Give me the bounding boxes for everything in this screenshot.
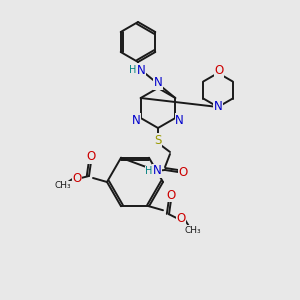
Text: CH₃: CH₃ xyxy=(185,226,201,235)
Text: N: N xyxy=(136,64,146,76)
Text: CH₃: CH₃ xyxy=(55,182,71,190)
Text: H: H xyxy=(145,166,153,176)
Text: N: N xyxy=(132,114,141,127)
Text: N: N xyxy=(214,100,222,113)
Text: H: H xyxy=(129,65,137,75)
Text: S: S xyxy=(154,134,162,146)
Text: O: O xyxy=(86,151,96,164)
Text: O: O xyxy=(214,64,224,77)
Text: O: O xyxy=(72,172,82,184)
Text: N: N xyxy=(154,76,162,89)
Text: O: O xyxy=(167,189,176,202)
Text: N: N xyxy=(175,114,184,127)
Text: O: O xyxy=(176,212,186,225)
Text: O: O xyxy=(178,166,188,178)
Text: N: N xyxy=(153,164,161,178)
